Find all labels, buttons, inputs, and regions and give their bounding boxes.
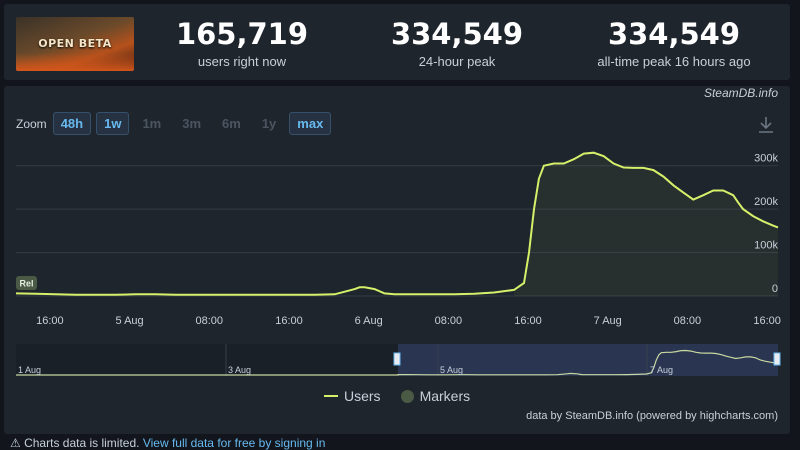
x-tick-label: 08:00 xyxy=(674,315,702,327)
zoom-button-1m[interactable]: 1m xyxy=(142,116,162,131)
footer-text: Charts data is limited. xyxy=(24,436,140,450)
stat-label: all-time peak 16 hours ago xyxy=(597,54,751,69)
y-tick-label: 200k xyxy=(754,196,778,208)
footer-warning-icon: ⚠ xyxy=(10,436,25,450)
x-tick-label: 08:00 xyxy=(435,315,463,327)
stat-current-users: 165,719 users right now xyxy=(172,18,312,69)
zoom-button-1y[interactable]: 1y xyxy=(261,116,277,131)
stat-value: 165,719 xyxy=(175,17,309,51)
x-tick-label: 08:00 xyxy=(196,315,224,327)
thumbnail-fire-decoration xyxy=(16,53,134,71)
stat-label: users right now xyxy=(197,54,287,69)
x-axis-ticks: 16:00 5 Aug 08:00 16:00 6 Aug 08:00 16:00 7 Aug… xyxy=(36,315,781,327)
stat-value: 334,549 xyxy=(390,17,524,51)
zoom-button-6m[interactable]: 6m xyxy=(222,116,241,131)
zoom-button-48h[interactable]: 48h xyxy=(52,112,92,135)
zoom-button-3m[interactable]: 3m xyxy=(182,116,202,131)
navigator-left-handle[interactable] xyxy=(393,352,401,366)
stat-label: 24-hour peak xyxy=(418,54,496,69)
navigator-label: 7 Aug xyxy=(650,365,673,375)
y-tick-label: 100k xyxy=(754,240,778,252)
navigator-label: 5 Aug xyxy=(440,365,463,375)
x-tick-label: 16:00 xyxy=(753,315,781,327)
steamdb-credit[interactable]: SteamDB.info xyxy=(703,86,778,100)
zoom-button-1w[interactable]: 1w xyxy=(96,112,130,135)
x-tick-label: 6 Aug xyxy=(355,315,383,327)
navigator-labels: 1 Aug 3 Aug 5 Aug 7 Aug xyxy=(18,365,673,375)
stat-all-time-peak: 334,549 all-time peak 16 hours ago xyxy=(584,18,764,69)
users-area xyxy=(514,152,778,296)
legend-users-swatch xyxy=(324,395,338,397)
download-icon[interactable] xyxy=(758,116,774,134)
legend-users-label[interactable]: Users xyxy=(344,388,381,404)
navigator-label: 1 Aug xyxy=(18,365,41,375)
zoom-controls: Zoom 48h 1w 1m 3m 6m 1y max xyxy=(16,112,336,135)
legend-markers-swatch xyxy=(400,389,414,403)
chart-panel: SteamDB.info Zoom 48h 1w 1m 3m 6m 1y max… xyxy=(4,86,790,434)
stat-value: 334,549 xyxy=(607,17,741,51)
stat-24h-peak: 334,549 24-hour peak xyxy=(377,18,537,69)
users-chart: 0 100k 200k 300k 16:00 5 Aug 08:00 16:00 6 Aug 0… xyxy=(15,151,781,376)
navigator-label: 3 Aug xyxy=(228,365,251,375)
thumbnail-logo-text: OPEN BETA xyxy=(38,37,112,50)
sign-in-link[interactable]: View full data for free by signing in xyxy=(142,436,326,450)
chart-legend: Users Markers xyxy=(324,388,470,404)
users-series-line xyxy=(15,151,779,296)
footer-note: ⚠ Charts data is limited. View full data… xyxy=(10,436,325,450)
chart-grid xyxy=(16,165,778,297)
navigator-right-handle[interactable] xyxy=(773,352,781,366)
navigator-selection xyxy=(398,344,778,376)
x-tick-label: 7 Aug xyxy=(594,315,622,327)
x-tick-label: 16:00 xyxy=(275,315,303,327)
game-thumbnail[interactable]: OPEN BETA xyxy=(16,17,134,71)
release-marker-label: Rel xyxy=(19,279,33,289)
highcharts-credit[interactable]: data by SteamDB.info (powered by highcha… xyxy=(526,410,778,422)
navigator[interactable]: 1 Aug 3 Aug 5 Aug 7 Aug xyxy=(16,344,781,376)
navigator-series-line xyxy=(16,349,779,376)
stats-bar: OPEN BETA 165,719 users right now 334,54… xyxy=(4,4,790,80)
x-tick-label: 16:00 xyxy=(36,315,64,327)
y-tick-label: 0 xyxy=(772,283,778,295)
legend-markers-label[interactable]: Markers xyxy=(419,388,471,404)
release-marker[interactable]: Rel xyxy=(16,276,37,290)
zoom-button-max[interactable]: max xyxy=(289,112,332,135)
x-tick-label: 5 Aug xyxy=(116,315,144,327)
zoom-label: Zoom xyxy=(16,116,47,131)
y-tick-label: 300k xyxy=(754,153,778,165)
y-axis-ticks: 0 100k 200k 300k xyxy=(754,153,778,295)
x-tick-label: 16:00 xyxy=(514,315,542,327)
